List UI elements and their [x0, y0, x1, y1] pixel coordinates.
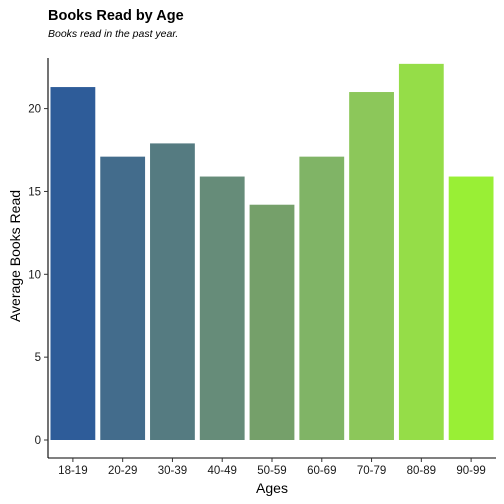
x-tick-label: 50-59 [257, 465, 286, 477]
bar-60-69 [299, 156, 345, 440]
bar-50-59 [249, 204, 295, 440]
chart-title: Books Read by Age [48, 8, 184, 24]
bar-80-89 [398, 63, 444, 441]
x-tick-label: 70-79 [357, 465, 386, 477]
bars-layer [50, 63, 494, 441]
bar-40-49 [199, 176, 245, 441]
x-tick-label: 18-19 [58, 465, 87, 477]
bar-30-39 [150, 143, 195, 440]
bar-70-79 [349, 92, 394, 440]
bar-90-99 [448, 176, 494, 441]
y-tick-label: 0 [35, 435, 41, 447]
x-tick-label: 90-99 [456, 465, 485, 477]
bar-18-19 [50, 87, 96, 440]
y-tick-label: 20 [28, 104, 41, 116]
y-ticks: 0 5 10 15 20 [28, 104, 48, 447]
x-tick-label: 20-29 [108, 465, 137, 477]
x-tick-label: 60-69 [307, 465, 336, 477]
x-tick-label: 40-49 [208, 465, 237, 477]
y-axis-title: Average Books Read [7, 190, 23, 322]
x-tick-label: 80-89 [407, 465, 436, 477]
bar-20-29 [100, 156, 146, 440]
x-ticks: 18-19 20-29 30-39 40-49 50-59 60-69 70-79 80-89… [58, 458, 486, 477]
y-tick-label: 10 [28, 269, 41, 281]
y-tick-label: 5 [35, 352, 41, 364]
chart-subtitle: Books read in the past year. [48, 28, 178, 40]
x-tick-label: 30-39 [158, 465, 187, 477]
x-axis-title: Ages [256, 480, 288, 496]
y-tick-label: 15 [28, 186, 41, 198]
